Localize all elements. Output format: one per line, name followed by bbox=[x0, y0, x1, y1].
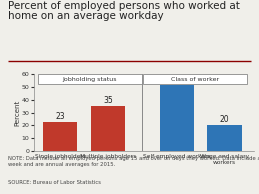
Text: 51: 51 bbox=[172, 75, 182, 84]
FancyBboxPatch shape bbox=[38, 74, 142, 84]
Text: Percent of employed persons who worked at: Percent of employed persons who worked a… bbox=[8, 1, 240, 11]
Bar bbox=[160, 85, 194, 151]
Text: 35: 35 bbox=[103, 96, 113, 105]
Text: 20: 20 bbox=[220, 115, 229, 124]
Bar bbox=[91, 106, 125, 151]
Text: Jobholding status: Jobholding status bbox=[63, 77, 117, 82]
Text: 23: 23 bbox=[55, 112, 65, 120]
Bar bbox=[207, 126, 242, 151]
Y-axis label: Percent: Percent bbox=[14, 99, 20, 126]
Text: SOURCE: Bureau of Labor Statistics: SOURCE: Bureau of Labor Statistics bbox=[8, 180, 101, 185]
FancyBboxPatch shape bbox=[143, 74, 247, 84]
Text: NOTE: Data include all employed persons age 15 and over on days they worked. Dat: NOTE: Data include all employed persons … bbox=[8, 156, 259, 167]
Bar bbox=[43, 122, 77, 151]
Text: Class of worker: Class of worker bbox=[171, 77, 219, 82]
Text: home on an average workday: home on an average workday bbox=[8, 11, 163, 21]
